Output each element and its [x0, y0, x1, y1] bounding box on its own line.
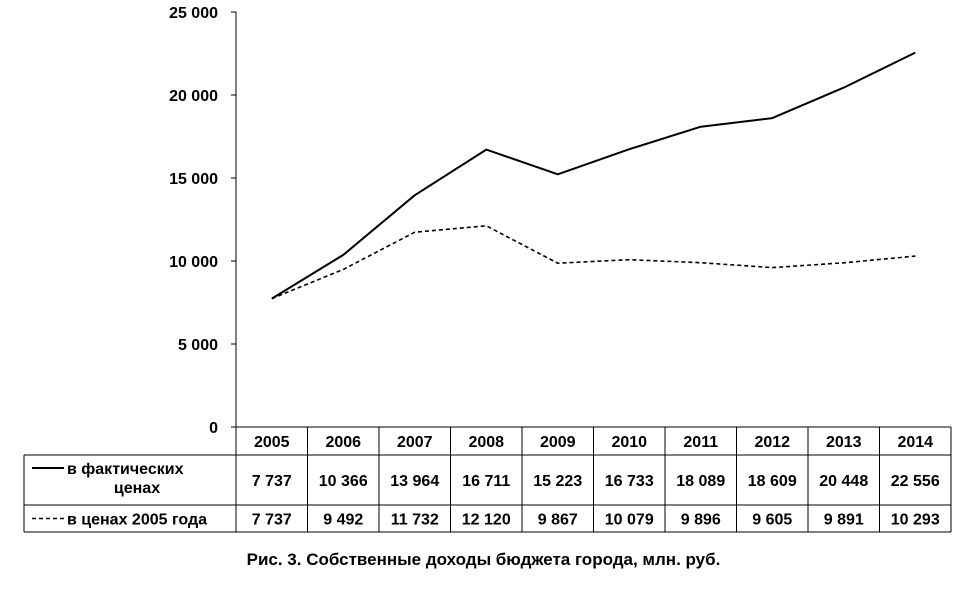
y-tick-label: 15 000: [169, 171, 218, 188]
x-tick-label: 2009: [540, 434, 576, 451]
data-table: 2005 2006 2007 2008 2009 2010 2011 2012 2013 2014…: [23, 426, 952, 533]
data-label: 9 605: [752, 512, 792, 529]
data-label: 11 732: [391, 512, 439, 529]
y-axis-ticks: 0 5 000 10 000 15 000 20 000 25 000: [169, 5, 236, 437]
data-label: 10 366: [319, 473, 368, 490]
data-label: 10 079: [605, 512, 654, 529]
data-label: 7 737: [252, 512, 292, 529]
x-tick-label: 2012: [754, 434, 790, 451]
legend-label-line: ценах: [114, 480, 160, 497]
data-label: 10 293: [891, 512, 940, 529]
legend-label-1: в фактических ценах: [67, 461, 184, 497]
y-tick-label: 5 000: [178, 337, 218, 354]
y-tick-label: 25 000: [169, 5, 218, 22]
y-tick-label: 0: [209, 420, 218, 437]
data-label: 12 120: [462, 512, 511, 529]
data-label: 7 737: [252, 473, 292, 490]
x-tick-label: 2014: [897, 434, 933, 451]
x-tick-label: 2008: [468, 434, 504, 451]
legend-label-2: в ценах 2005 года: [67, 512, 207, 529]
series-line-2: [271, 225, 916, 300]
data-label: 22 556: [891, 473, 940, 490]
x-tick-label: 2006: [325, 434, 361, 451]
figure-caption: Рис. 3. Собственные доходы бюджета город…: [246, 550, 721, 569]
data-label: 9 891: [824, 512, 864, 529]
y-tick-label: 20 000: [169, 88, 218, 105]
y-tick-label: 10 000: [169, 254, 218, 271]
data-label: 16 733: [605, 473, 654, 490]
data-label: 9 492: [323, 512, 363, 529]
x-tick-label: 2005: [254, 434, 290, 451]
legend-label-line: в фактических: [67, 461, 184, 478]
data-label: 18 609: [748, 473, 797, 490]
data-label: 18 089: [676, 473, 725, 490]
x-tick-label: 2013: [826, 434, 862, 451]
data-label: 15 223: [533, 473, 582, 490]
x-tick-label: 2007: [397, 434, 433, 451]
data-label: 20 448: [819, 473, 868, 490]
chart-series: [271, 51, 916, 300]
data-label: 9 896: [681, 512, 721, 529]
data-label: 13 964: [390, 473, 439, 490]
data-label: 9 867: [538, 512, 578, 529]
x-tick-label: 2011: [683, 434, 718, 451]
x-tick-label: 2010: [611, 434, 647, 451]
series-line-1: [271, 51, 916, 300]
data-label: 16 711: [462, 473, 510, 490]
